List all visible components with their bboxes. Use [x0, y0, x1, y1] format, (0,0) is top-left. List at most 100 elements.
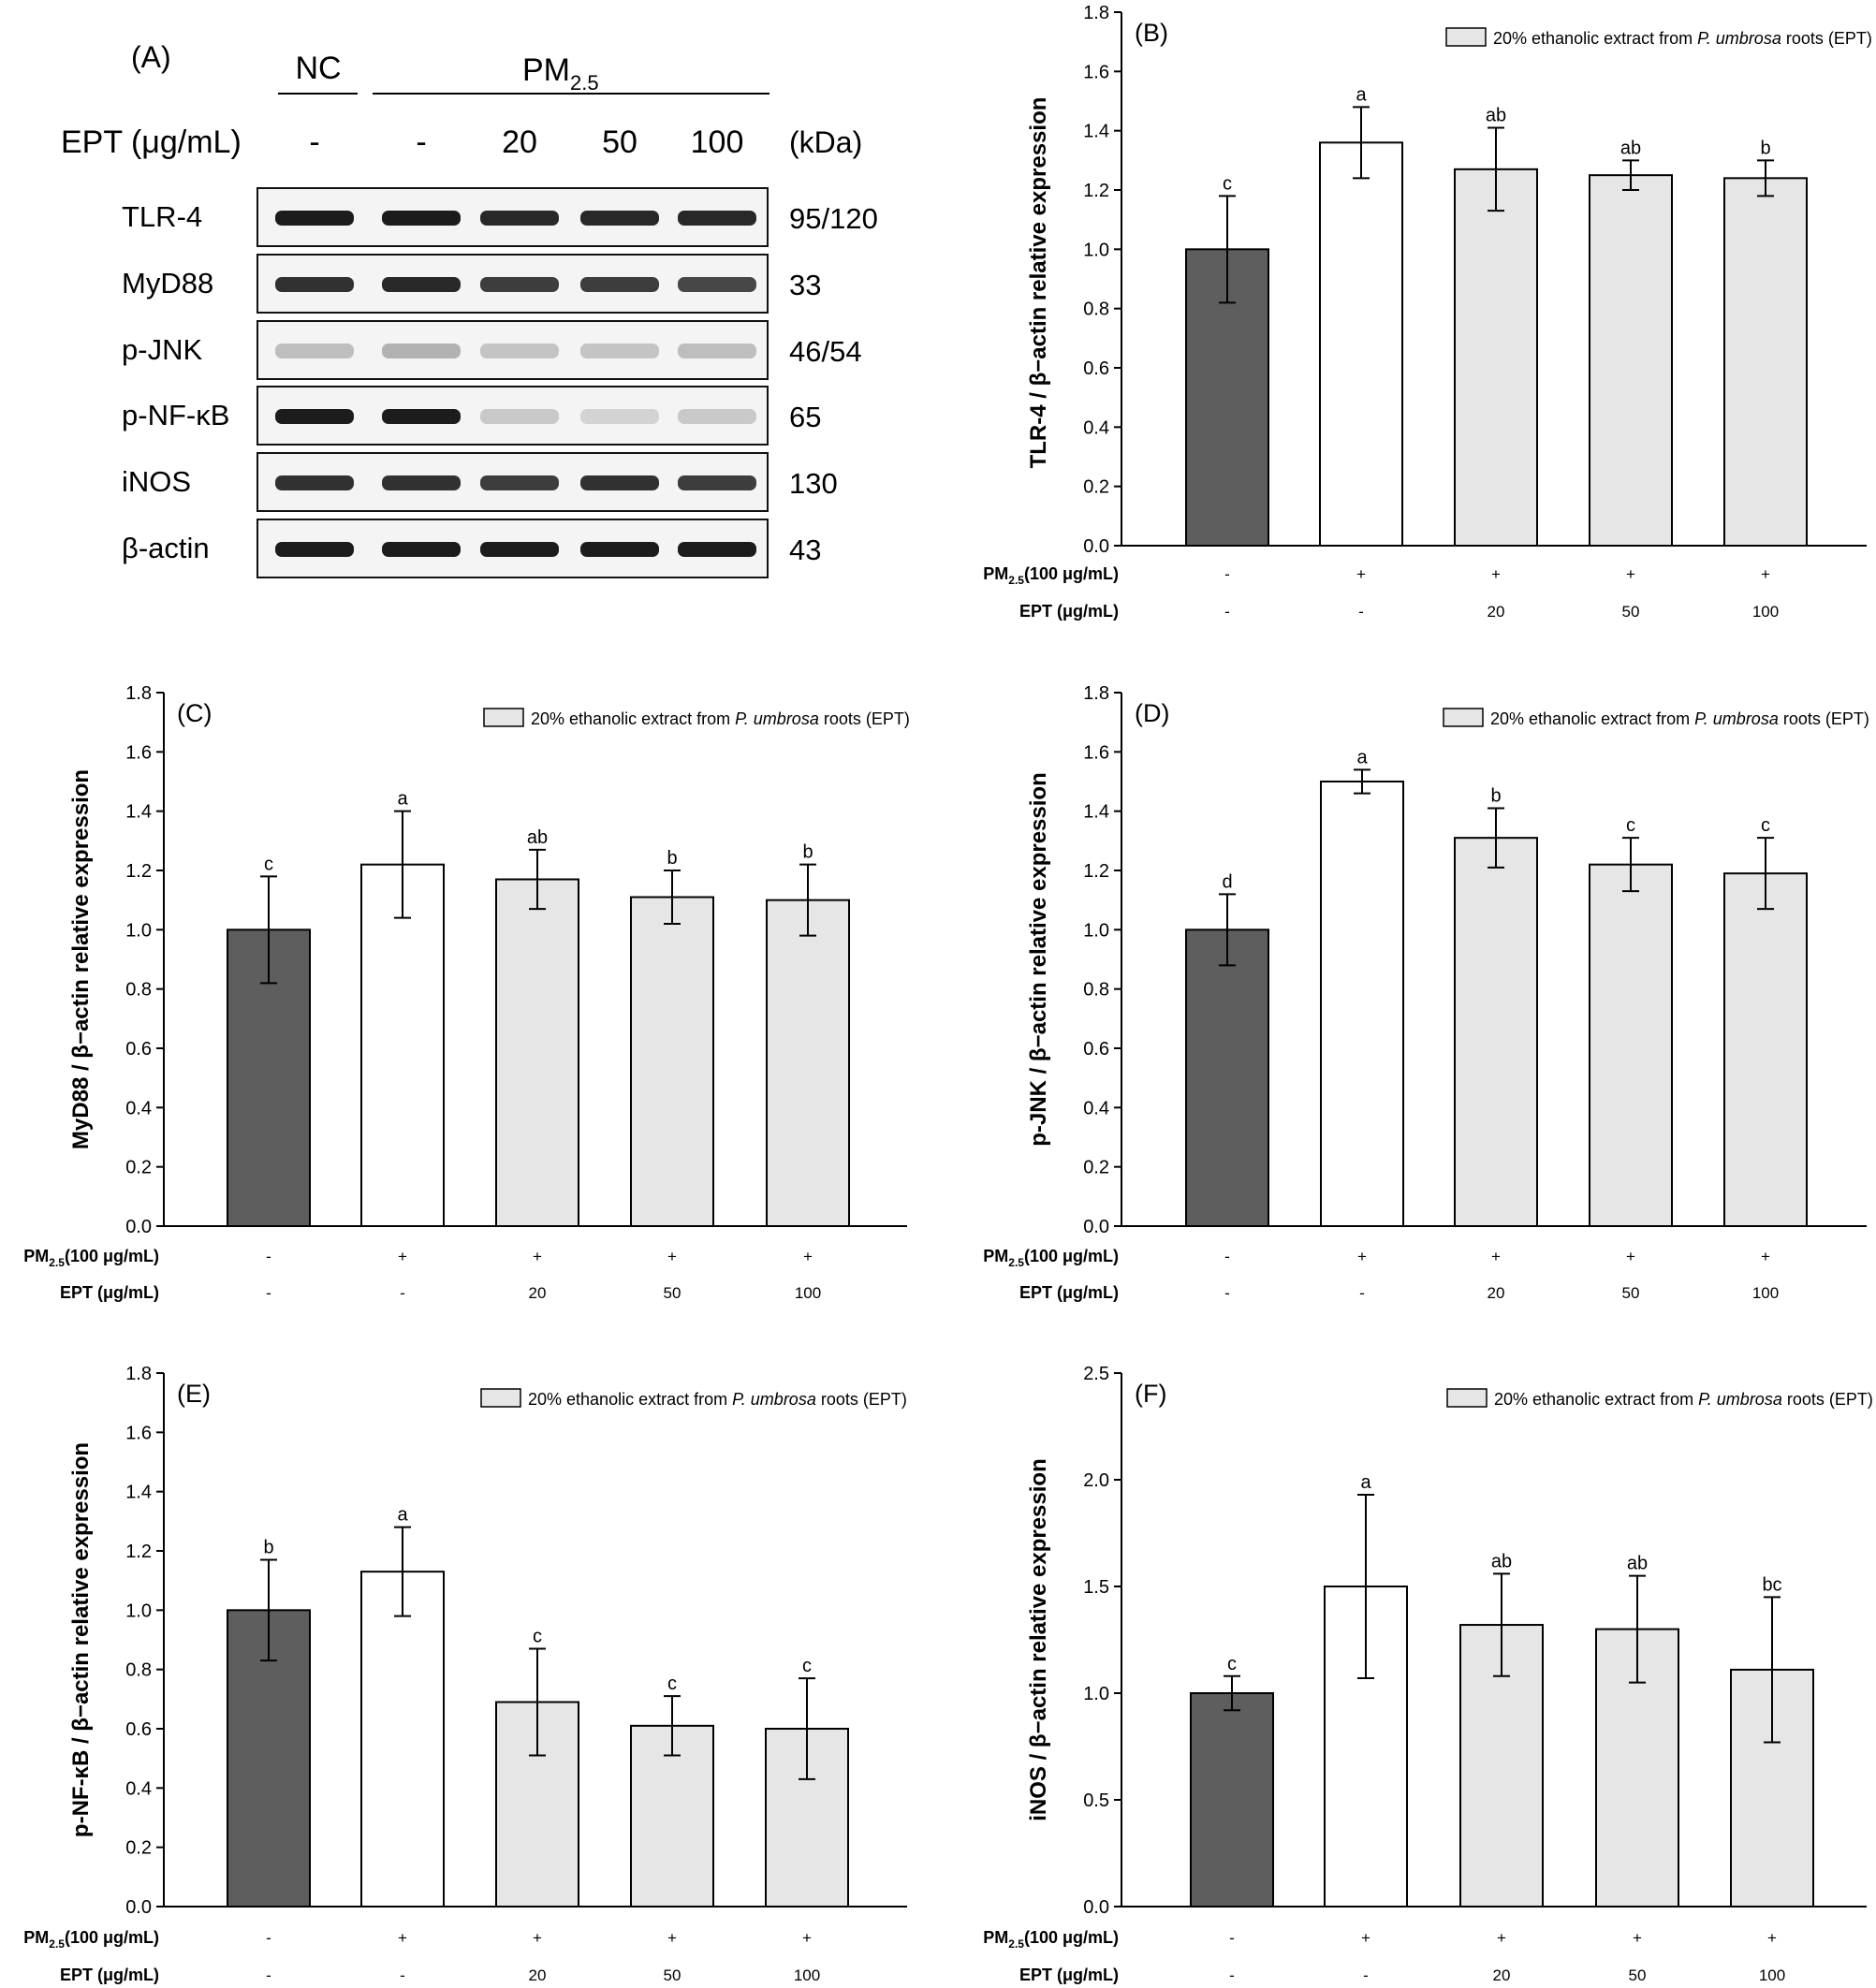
- legend: 20% ethanolic extract from P. umbrosa ro…: [483, 708, 910, 728]
- y-tick-label: 0.4: [1083, 1098, 1109, 1118]
- y-tick-label: 1.0: [1083, 240, 1109, 260]
- y-tick-label: 0.8: [125, 980, 152, 1001]
- y-tick-label: 1.6: [125, 742, 152, 763]
- y-tick-label: 0.8: [1083, 980, 1109, 1001]
- pm-row-main: PM: [983, 1247, 1008, 1265]
- y-tick-label: 0.0: [1083, 536, 1109, 557]
- pm-row-tail: (100 μg/mL): [1024, 564, 1119, 583]
- ept-row-value: 100: [1759, 1966, 1785, 1984]
- significance-letter: b: [802, 842, 813, 863]
- ept-row-value: 100: [1752, 603, 1779, 621]
- y-tick-label: 1.0: [1083, 1684, 1109, 1704]
- significance-letter: b: [263, 1538, 273, 1558]
- significance-letter: c: [667, 1674, 677, 1694]
- significance-letter: b: [667, 848, 677, 869]
- blot-row-kda: 43: [789, 534, 821, 566]
- blot-row: β-actin 43: [122, 519, 821, 578]
- y-tick-label: 0.0: [1083, 1217, 1109, 1237]
- blot-band: [382, 409, 461, 424]
- y-tick-label: 0.0: [125, 1897, 152, 1918]
- pm-row-tail: (100 μg/mL): [65, 1247, 159, 1265]
- y-tick-label: 0.2: [1083, 1158, 1109, 1178]
- pm-row-value: +: [1357, 1248, 1367, 1265]
- y-tick-label: 0.6: [125, 1039, 152, 1060]
- pm-row-value: +: [1491, 565, 1501, 583]
- y-tick-label: 2.5: [1083, 1364, 1109, 1384]
- blot-lane-header: 20: [502, 124, 537, 160]
- legend: 20% ethanolic extract from P. umbrosa ro…: [1443, 708, 1869, 728]
- legend-label: 20% ethanolic extract from P. umbrosa ro…: [1494, 1390, 1873, 1409]
- legend: 20% ethanolic extract from P. umbrosa ro…: [1445, 27, 1872, 48]
- y-tick-label: 0.4: [125, 1778, 152, 1799]
- bar-chart: 0.0 0.5 1.0 1.5 2.0 2.5 iNOS / β−actin relativ…: [983, 1364, 1873, 1984]
- legend-swatch: [1445, 27, 1487, 47]
- pm-row-value: +: [667, 1929, 677, 1947]
- panel-label: (B): [1135, 19, 1168, 47]
- ept-row-value: 20: [1488, 1284, 1505, 1302]
- legend-text: 20% ethanolic extract from: [1493, 29, 1697, 48]
- significance-letter: a: [1356, 84, 1367, 105]
- significance-letter: c: [1626, 815, 1635, 836]
- ept-row-label: EPT (μg/mL): [1019, 1966, 1119, 1984]
- significance-letter: c: [1223, 173, 1232, 194]
- ept-row-label: EPT (μg/mL): [60, 1966, 159, 1984]
- legend-text: roots (EPT): [1782, 1390, 1873, 1409]
- bar-chart: 0.0 0.2 0.4 0.6 0.8 1.0 1.2 1.4 1.6 1.8 p-JNK / β−…: [983, 683, 1869, 1302]
- ept-row-label: EPT (μg/mL): [1019, 602, 1119, 621]
- significance-letter: b: [1490, 786, 1501, 807]
- legend-text: 20% ethanolic extract from: [531, 709, 735, 728]
- blot-row: iNOS 130: [122, 452, 838, 512]
- pm-row-value: -: [1224, 1248, 1230, 1265]
- pm-row-value: +: [803, 1248, 813, 1265]
- bar: [495, 1701, 579, 1908]
- legend-text: roots (EPT): [816, 1390, 907, 1409]
- bar: [766, 899, 850, 1228]
- blot-lane-header: 50: [602, 124, 638, 160]
- pm-row-value: -: [1229, 1929, 1235, 1947]
- y-tick-label: 0.4: [1083, 417, 1109, 438]
- y-tick-label: 1.2: [1083, 181, 1109, 201]
- ept-row-value: 20: [529, 1966, 547, 1984]
- legend-text-italic: P. umbrosa: [1697, 29, 1781, 48]
- ept-row-value: -: [266, 1966, 271, 1984]
- y-tick-label: 1.4: [125, 1483, 152, 1503]
- legend-text: 20% ethanolic extract from: [1494, 1390, 1698, 1409]
- pm-row-value: +: [1633, 1929, 1642, 1947]
- ept-row-value: 50: [664, 1284, 682, 1302]
- y-tick-label: 0.8: [1083, 300, 1109, 320]
- blot-band: [580, 277, 659, 292]
- pm-row-value: +: [1491, 1248, 1501, 1265]
- blot-band: [678, 211, 756, 226]
- y-axis-label: iNOS / β−actin relative expression: [1026, 1458, 1051, 1820]
- blot-row-kda: 65: [789, 401, 821, 433]
- significance-letter: bc: [1762, 1574, 1781, 1595]
- y-tick-label: 1.2: [125, 861, 152, 882]
- blot-band: [275, 409, 354, 424]
- blot-row: p-NF-κB 65: [122, 386, 821, 446]
- blot-lane-header: 100: [691, 124, 744, 160]
- pm-row-main: PM: [23, 1928, 49, 1947]
- pm-row-value: +: [533, 1929, 542, 1947]
- pm-row-label: PM2.5(100 μg/mL): [983, 564, 1119, 587]
- bar: [1319, 141, 1403, 547]
- legend: 20% ethanolic extract from P. umbrosa ro…: [480, 1388, 907, 1409]
- legend-text-italic: P. umbrosa: [735, 709, 819, 728]
- blot-band: [678, 409, 756, 424]
- y-tick-label: 1.2: [125, 1542, 152, 1562]
- ept-row-value: -: [1359, 1284, 1365, 1302]
- legend-label: 20% ethanolic extract from P. umbrosa ro…: [1490, 709, 1869, 728]
- blot-band: [382, 277, 461, 292]
- legend-label: 20% ethanolic extract from P. umbrosa ro…: [1493, 29, 1872, 48]
- pm-row-tail: (100 μg/mL): [1024, 1928, 1119, 1947]
- panel-label: (E): [177, 1380, 211, 1408]
- blot-ept-header: EPT (μg/mL): [61, 124, 242, 160]
- blot-band: [382, 344, 461, 358]
- y-axis-label: MyD88 / β−actin relative expression: [68, 769, 94, 1149]
- blot-band: [480, 344, 559, 358]
- y-tick-label: 0.2: [125, 1158, 152, 1178]
- bar: [1589, 863, 1673, 1228]
- y-tick-label: 0.8: [125, 1660, 152, 1681]
- y-tick-label: 1.6: [125, 1423, 152, 1443]
- significance-letter: c: [264, 854, 273, 874]
